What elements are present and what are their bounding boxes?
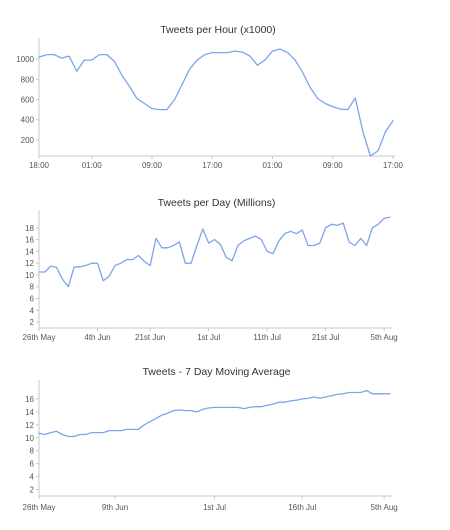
x-tick-label: 26th May — [23, 333, 56, 342]
x-tick-label: 17:00 — [383, 161, 404, 170]
y-tick-label: 12 — [25, 421, 34, 430]
y-tick-label: 800 — [21, 75, 35, 84]
y-tick-label: 2 — [30, 318, 35, 327]
x-tick-label: 01:00 — [262, 161, 283, 170]
x-tick-label: 5th Aug — [371, 333, 398, 342]
x-tick-label: 9th Jun — [102, 503, 128, 512]
y-tick-label: 4 — [30, 473, 35, 482]
y-tick-label: 10 — [25, 271, 34, 280]
x-tick-label: 1st Jul — [197, 333, 220, 342]
x-tick-label: 5th Aug — [371, 503, 398, 512]
y-tick-label: 16 — [25, 395, 34, 404]
x-tick-label: 11th Jul — [253, 333, 281, 342]
y-tick-label: 8 — [30, 283, 35, 292]
x-tick-label: 16th Jul — [288, 503, 316, 512]
y-tick-label: 16 — [25, 236, 34, 245]
y-tick-label: 8 — [30, 447, 35, 456]
y-tick-label: 2 — [30, 486, 35, 495]
y-tick-label: 12 — [25, 259, 34, 268]
x-tick-label: 09:00 — [142, 161, 163, 170]
x-tick-label: 1st Jul — [203, 503, 226, 512]
chart-tweets-per-hour: Tweets per Hour (x1000) 200 400 600 800 1000 1… — [16, 24, 404, 170]
y-tick-label: 18 — [25, 224, 34, 233]
chart-title: Tweets - 7 Day Moving Average — [142, 366, 290, 378]
y-tick-label: 4 — [30, 306, 35, 315]
y-tick-label: 1000 — [16, 55, 34, 64]
x-tick-label: 18:00 — [29, 161, 50, 170]
chart-tweets-per-day: Tweets per Day (Millions) 2 4 6 8 10 12 14 16 18 2… — [23, 197, 398, 342]
y-tick-label: 10 — [25, 434, 34, 443]
y-tick-label: 6 — [30, 460, 35, 469]
series-line — [38, 216, 391, 288]
x-tick-label: 01:00 — [82, 161, 103, 170]
y-tick-label: 200 — [21, 136, 35, 145]
y-tick-label: 6 — [30, 295, 35, 304]
x-tick-label: 4th Jun — [84, 333, 110, 342]
x-tick-label: 26th May — [23, 503, 56, 512]
chart-title: Tweets per Day (Millions) — [158, 197, 276, 209]
x-tick-label: 21st Jun — [135, 333, 165, 342]
chart-title: Tweets per Hour (x1000) — [160, 24, 276, 36]
chart-7-day-moving-average: Tweets - 7 Day Moving Average 2 4 6 8 10 12 14 1… — [23, 366, 398, 512]
x-tick-label: 09:00 — [323, 161, 344, 170]
y-tick-label: 14 — [25, 408, 34, 417]
y-tick-label: 600 — [21, 96, 35, 105]
x-tick-label: 17:00 — [202, 161, 223, 170]
y-tick-label: 400 — [21, 116, 35, 125]
series-line — [38, 389, 391, 438]
series-line — [38, 48, 394, 157]
x-tick-label: 21st Jul — [312, 333, 340, 342]
y-tick-label: 14 — [25, 247, 34, 256]
